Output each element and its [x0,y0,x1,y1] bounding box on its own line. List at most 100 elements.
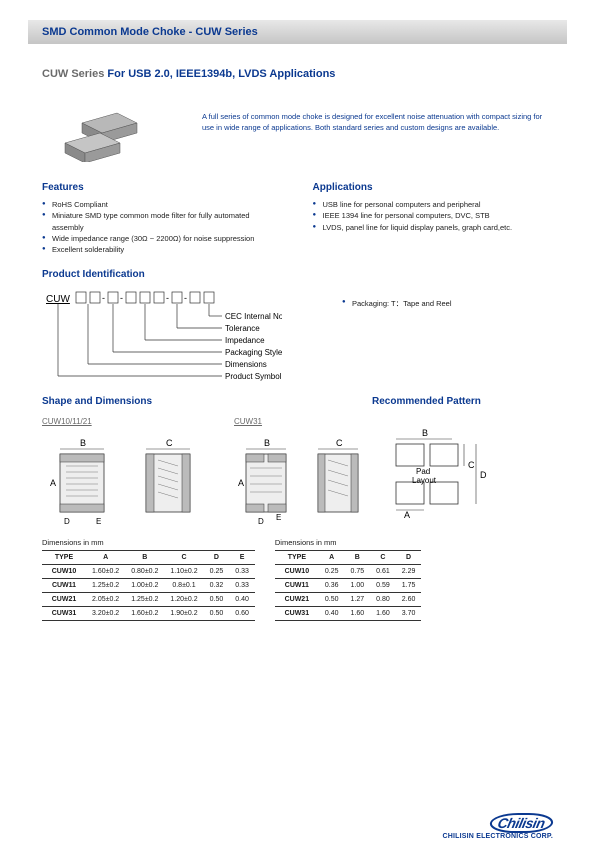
series-name: CUW Series [42,68,104,80]
table-cell: 2.05±0.2 [86,593,125,607]
table-cell: CUW11 [275,579,319,593]
shape-heading: Shape and Dimensions [42,396,352,407]
features-col: Features RoHS Compliant Miniature SMD ty… [42,182,283,255]
packaging-note: Packaging: T：Tape and Reel [342,288,553,388]
dimension-tables: Dimensions in mm TYPE A B C D E CUW101.6… [42,538,553,621]
table-cell: 1.00±0.2 [125,579,164,593]
table-cell: CUW31 [275,607,319,621]
pattern-heading: Recommended Pattern [372,396,553,407]
svg-text:Layout: Layout [412,476,437,485]
feature-item: Miniature SMD type common mode filter fo… [42,210,283,233]
svg-text:A: A [404,510,410,520]
table-cell: 1.10±0.2 [164,565,203,579]
svg-text:C: C [468,460,475,470]
svg-text:Packaging Style: Packaging Style [225,348,282,357]
intro-row: A full series of common mode choke is de… [42,94,553,164]
svg-text:B: B [80,438,86,448]
table-cell: 0.61 [370,565,396,579]
svg-text:-: - [120,293,123,303]
svg-text:Dimensions: Dimensions [225,360,267,369]
table-cell: 0.25 [319,565,345,579]
feature-item: Wide impedance range (30Ω ~ 2200Ω) for n… [42,233,283,244]
svg-text:Impedance: Impedance [225,336,265,345]
dim-table-2-wrap: Dimensions in mm TYPE A B C D CUW100.250… [275,538,422,621]
table-cell: 0.33 [229,565,255,579]
dim1-caption: Dimensions in mm [42,538,255,547]
table-cell: 1.20±0.2 [164,593,203,607]
pad-layout-diagram: B Pad Layout C D A [372,426,553,528]
feature-item: Excellent solderability [42,244,283,255]
svg-text:E: E [96,517,101,525]
table-cell: 0.8±0.1 [164,579,203,593]
applications-col: Applications USB line for personal compu… [313,182,554,255]
svg-text:D: D [480,470,487,480]
svg-text:A: A [50,478,56,488]
table-cell: 1.75 [396,579,422,593]
svg-text:C: C [166,438,173,448]
svg-text:A: A [238,478,244,488]
svg-text:D: D [258,517,264,525]
applications-heading: Applications [313,182,554,193]
table-cell: CUW10 [275,565,319,579]
svg-text:Product Symbol: Product Symbol [225,372,282,381]
svg-text:B: B [264,438,270,448]
header-title: SMD Common Mode Choke - CUW Series [42,26,258,38]
table-row: CUW313.20±0.21.60±0.21.90±0.20.500.60 [42,607,255,621]
table-row: CUW110.361.000.591.75 [275,579,422,593]
table-cell: 0.59 [370,579,396,593]
table-cell: 1.60±0.2 [125,607,164,621]
table-row: CUW100.250.750.612.29 [275,565,422,579]
table-cell: 3.70 [396,607,422,621]
table-cell: 0.32 [204,579,230,593]
table-cell: 1.00 [344,579,370,593]
table-row: CUW212.05±0.21.25±0.21.20±0.20.500.40 [42,593,255,607]
table-row: CUW310.401.601.603.70 [275,607,422,621]
product-id-diagram: CUW - - - - CEC Internal [42,288,282,388]
table-cell: 0.33 [229,579,255,593]
table-cell: CUW10 [42,565,86,579]
table-cell: CUW21 [275,593,319,607]
table-cell: 1.90±0.2 [164,607,203,621]
shape-diagram-1: B A D E [42,430,222,525]
table-cell: 0.36 [319,579,345,593]
variant1-label: CUW10/11/21 [42,417,222,426]
svg-text:Pad: Pad [416,467,430,476]
table-cell: 1.60 [370,607,396,621]
logo: Chilisin [443,813,553,833]
dim-table-2: TYPE A B C D CUW100.250.750.612.29CUW110… [275,550,422,621]
dim-table-1-wrap: Dimensions in mm TYPE A B C D E CUW101.6… [42,538,255,621]
table-cell: 1.60 [344,607,370,621]
subtitle: CUW Series For USB 2.0, IEEE1394b, LVDS … [42,68,595,80]
table-cell: 1.25±0.2 [125,593,164,607]
product-id-heading: Product Identification [42,269,553,280]
feature-item: RoHS Compliant [42,199,283,210]
app-item: LVDS, panel line for liquid display pane… [313,222,554,233]
series-apps: For USB 2.0, IEEE1394b, LVDS Application… [104,68,335,80]
svg-text:-: - [102,293,105,303]
svg-text:D: D [64,517,70,525]
table-cell: 1.25±0.2 [86,579,125,593]
table-cell: 0.60 [229,607,255,621]
svg-text:B: B [422,428,428,438]
table-cell: 0.40 [319,607,345,621]
svg-text:-: - [166,293,169,303]
table-cell: 0.40 [229,593,255,607]
table-cell: 2.60 [396,593,422,607]
table-cell: 0.80 [370,593,396,607]
applications-list: USB line for personal computers and peri… [313,199,554,233]
features-list: RoHS Compliant Miniature SMD type common… [42,199,283,255]
header-bar: SMD Common Mode Choke - CUW Series [28,20,567,44]
intro-text: A full series of common mode choke is de… [202,94,553,164]
table-cell: 3.20±0.2 [86,607,125,621]
footer: Chilisin CHILISIN ELECTRONICS CORP. [443,813,553,840]
table-cell: 0.50 [319,593,345,607]
table-row: CUW111.25±0.21.00±0.20.8±0.10.320.33 [42,579,255,593]
svg-text:CUW: CUW [46,294,70,305]
svg-text:C: C [336,438,343,448]
shape-pattern-row: Shape and Dimensions CUW10/11/21 B [42,396,553,528]
features-heading: Features [42,182,283,193]
table-row: CUW210.501.270.802.60 [275,593,422,607]
table-cell: 1.60±0.2 [86,565,125,579]
table-row: CUW101.60±0.20.80±0.21.10±0.20.250.33 [42,565,255,579]
dim-table-1: TYPE A B C D E CUW101.60±0.20.80±0.21.10… [42,550,255,621]
